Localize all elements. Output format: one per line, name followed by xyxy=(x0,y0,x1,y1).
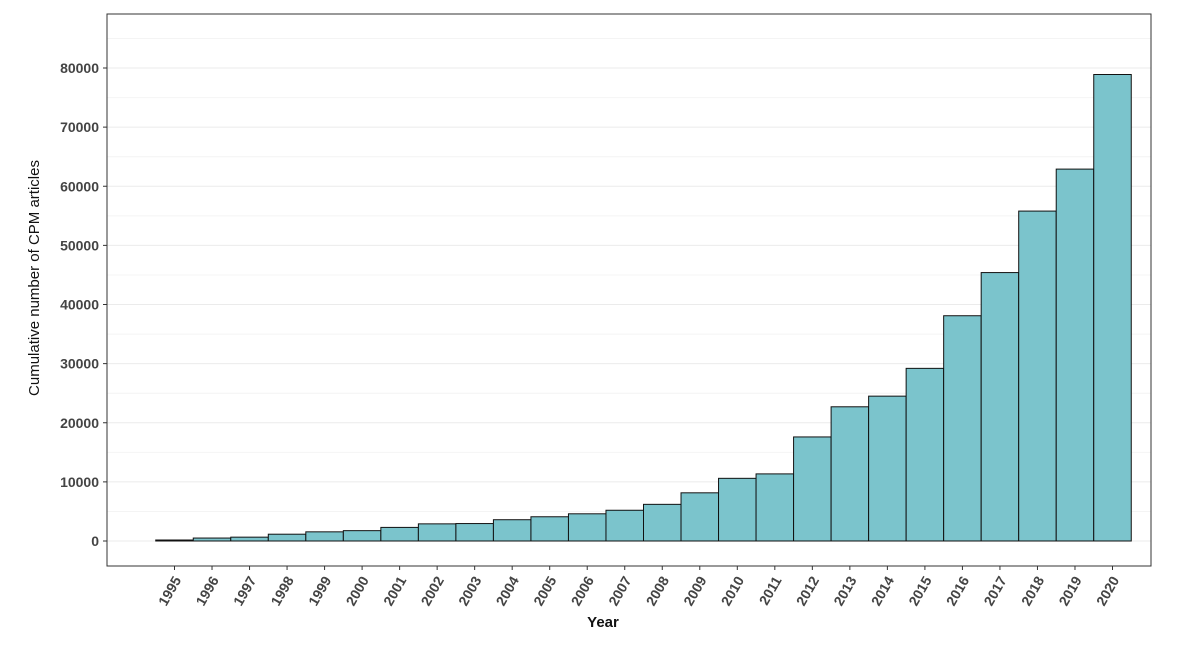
x-tick-label: 2012 xyxy=(793,573,823,608)
bar-1997 xyxy=(230,536,269,542)
bar-2007 xyxy=(605,509,644,542)
x-tick-label: 1997 xyxy=(230,573,260,608)
bar-2003 xyxy=(455,523,494,542)
x-tick-label: 2005 xyxy=(530,573,560,608)
x-tick-label: 2010 xyxy=(718,573,748,608)
x-tick-label: 2000 xyxy=(342,573,372,608)
bar-2011 xyxy=(755,473,795,542)
x-axis-title: Year xyxy=(587,614,619,631)
bar-2018 xyxy=(1018,210,1057,542)
x-tick-label: 2019 xyxy=(1055,573,1085,608)
bar-1996 xyxy=(192,537,232,542)
x-tick-label: 1996 xyxy=(192,573,222,608)
y-tick-label: 10000 xyxy=(60,474,99,490)
x-tick-label: 2013 xyxy=(830,573,860,608)
y-tick-label: 40000 xyxy=(60,297,99,313)
bar-2002 xyxy=(417,523,457,542)
x-tick-label: 2020 xyxy=(1093,573,1123,608)
y-axis: 0 10000 20000 30000 40000 50000 60000 70000 8000… xyxy=(60,60,107,549)
x-tick-label: 1998 xyxy=(267,573,297,608)
bar-2012 xyxy=(793,436,832,542)
x-tick-label: 2003 xyxy=(455,573,485,608)
bar-2005 xyxy=(530,516,569,542)
x-tick-label: 2004 xyxy=(493,573,523,608)
bar-2000 xyxy=(342,530,382,542)
plot-panel-border xyxy=(106,13,1152,567)
y-tick-label: 0 xyxy=(91,533,99,549)
y-tick-label: 50000 xyxy=(60,237,99,253)
x-tick-label: 1999 xyxy=(305,573,335,608)
x-tick-label: 2018 xyxy=(1018,573,1048,608)
bar-1999 xyxy=(305,531,344,542)
bar-2004 xyxy=(492,519,532,542)
x-tick-label: 1995 xyxy=(155,573,185,608)
x-tick-label: 2011 xyxy=(756,573,785,607)
bar-2015 xyxy=(905,367,945,542)
bar-1998 xyxy=(267,533,307,542)
x-tick-label: 2006 xyxy=(568,573,598,608)
bar-2014 xyxy=(868,395,907,542)
x-tick-label: 2016 xyxy=(943,573,973,608)
bar-2016 xyxy=(943,315,982,542)
x-tick-label: 2007 xyxy=(605,573,635,608)
y-tick-label: 60000 xyxy=(60,178,99,194)
x-tick-label: 2015 xyxy=(905,573,935,608)
x-tick-label: 2009 xyxy=(680,573,710,608)
bar-2010 xyxy=(718,477,757,542)
y-tick-label: 30000 xyxy=(60,356,99,372)
x-tick-label: 2002 xyxy=(418,573,448,608)
bar-2019 xyxy=(1055,168,1095,542)
x-axis: 1995 1996 1997 1998 1999 2000 2001 2002 2003 2004… xyxy=(155,566,1123,608)
y-tick-label: 80000 xyxy=(60,60,99,76)
y-tick-label: 20000 xyxy=(60,415,99,431)
bar-2008 xyxy=(643,503,682,542)
bars xyxy=(155,74,1132,542)
y-tick-label: 70000 xyxy=(60,119,99,135)
bar-1995 xyxy=(155,539,194,542)
x-tick-label: 2017 xyxy=(980,573,1010,608)
bar-2006 xyxy=(567,513,607,542)
x-tick-label: 2008 xyxy=(643,573,673,608)
x-tick-label: 2001 xyxy=(380,573,410,608)
y-axis-title: Cumulative number of CPM articles xyxy=(26,160,43,396)
bar-2009 xyxy=(680,492,720,542)
x-tick-label: 2014 xyxy=(868,573,898,608)
bar-2020 xyxy=(1093,74,1132,542)
bar-2001 xyxy=(380,526,419,542)
bar-2017 xyxy=(980,272,1020,542)
bar-2013 xyxy=(830,406,870,542)
